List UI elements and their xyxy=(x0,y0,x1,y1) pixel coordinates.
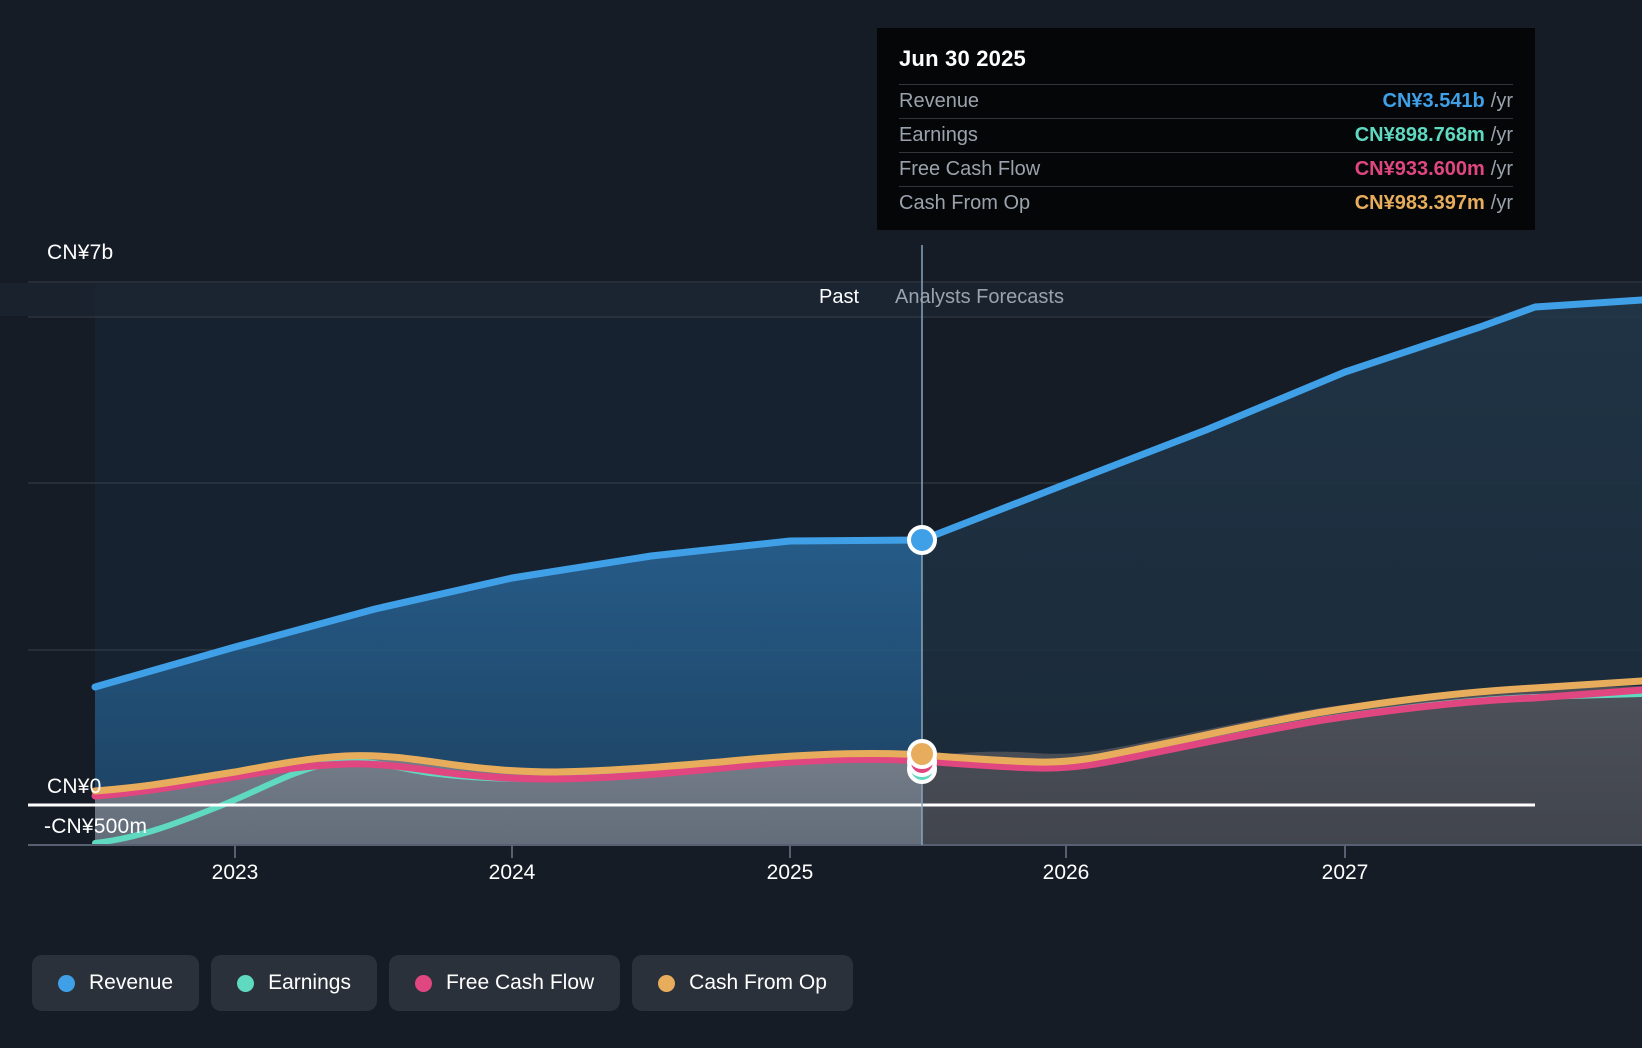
tooltip-label-cash-from-op: Cash From Op xyxy=(899,192,1031,214)
tooltip-label-free-cash-flow: Free Cash Flow xyxy=(899,158,1041,180)
tooltip-row-cash-from-op: Cash From Op CN¥983.397m/yr xyxy=(899,186,1513,220)
tooltip-unit-cash-from-op: /yr xyxy=(1490,192,1513,214)
marker-revenue xyxy=(907,525,937,555)
legend-label-cash-from-op: Cash From Op xyxy=(689,971,827,994)
tooltip-unit-earnings: /yr xyxy=(1490,124,1513,146)
tooltip-label-revenue: Revenue xyxy=(899,90,980,112)
x-axis-label-2026: 2026 xyxy=(1042,861,1090,884)
x-axis-label-2027: 2027 xyxy=(1321,861,1369,884)
legend-item-revenue[interactable]: Revenue xyxy=(32,955,200,1011)
tooltip-unit-revenue: /yr xyxy=(1490,90,1513,112)
legend-dot-revenue-icon xyxy=(58,974,75,992)
series-line-free-cash-flow xyxy=(91,686,1642,800)
marker-cash-from-op xyxy=(907,739,937,769)
tooltip-row-earnings: Earnings CN¥898.768m/yr xyxy=(899,118,1513,152)
lower-series-area-past xyxy=(95,754,922,845)
tooltip-label-earnings: Earnings xyxy=(899,124,978,146)
tooltip-value-cash-from-op-wrap: CN¥983.397m/yr xyxy=(1355,192,1513,215)
tooltip-value-revenue: CN¥3.541b xyxy=(1382,90,1485,112)
x-axis-ticks xyxy=(234,845,1346,858)
y-axis-label-top: CN¥7b xyxy=(47,241,114,264)
chart-plot-area xyxy=(0,245,1642,858)
tooltip-row-free-cash-flow: Free Cash Flow CN¥933.600m/yr xyxy=(899,152,1513,186)
legend-label-earnings: Earnings xyxy=(268,971,351,994)
tooltip-value-cash-from-op: CN¥983.397m xyxy=(1354,192,1485,214)
past-region-label: Past xyxy=(819,286,860,308)
legend-dot-earnings-icon xyxy=(237,974,255,992)
tooltip-date: Jun 30 2025 xyxy=(899,46,1026,71)
legend-item-cash-from-op[interactable]: Cash From Op xyxy=(632,955,853,1011)
y-axis-label-negative: -CN¥500m xyxy=(44,815,148,838)
y-axis-label-zero: CN¥0 xyxy=(47,775,102,798)
legend-label-revenue: Revenue xyxy=(89,971,174,994)
legend-label-free-cash-flow: Free Cash Flow xyxy=(445,971,595,994)
legend-dot-cash-from-op-icon xyxy=(658,974,676,992)
chart-tooltip: Jun 30 2025 Revenue CN¥3.541b/yr Earning… xyxy=(877,28,1535,230)
legend-item-free-cash-flow[interactable]: Free Cash Flow xyxy=(388,955,621,1011)
tooltip-value-free-cash-flow-wrap: CN¥933.600m/yr xyxy=(1355,158,1513,181)
tooltip-value-free-cash-flow: CN¥933.600m xyxy=(1354,158,1485,180)
tooltip-value-earnings: CN¥898.768m xyxy=(1354,124,1485,146)
chart-legend: Revenue Earnings Free Cash Flow Cash Fro… xyxy=(32,955,853,1011)
legend-item-earnings[interactable]: Earnings xyxy=(211,955,377,1011)
tooltip-value-earnings-wrap: CN¥898.768m/yr xyxy=(1355,124,1513,147)
x-axis-label-2024: 2024 xyxy=(488,861,536,884)
tooltip-unit-free-cash-flow: /yr xyxy=(1490,158,1513,180)
forecast-region-label: Analysts Forecasts xyxy=(895,286,1064,308)
tooltip-value-revenue-wrap: CN¥3.541b/yr xyxy=(1383,90,1514,113)
region-label-band xyxy=(0,283,1642,316)
legend-dot-free-cash-flow-icon xyxy=(414,974,432,992)
tooltip-row-revenue: Revenue CN¥3.541b/yr xyxy=(899,84,1513,118)
series-line-cash-from-op xyxy=(91,677,1642,795)
x-axis-label-2023: 2023 xyxy=(211,861,259,884)
chart-svg xyxy=(0,245,1642,858)
x-axis-label-2025: 2025 xyxy=(766,861,814,884)
